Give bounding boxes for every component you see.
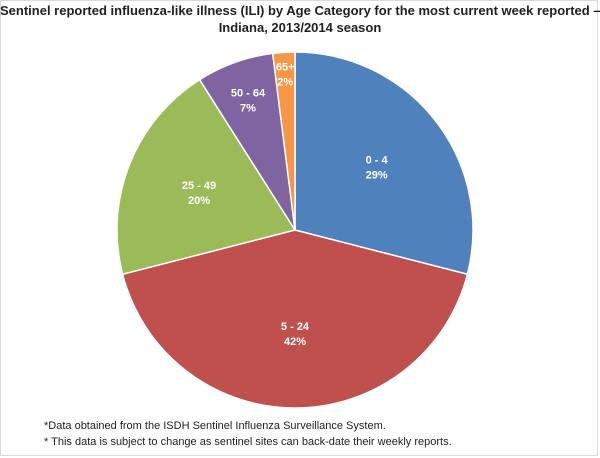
chart-title: Sentinel reported influenza-like illness… <box>0 2 600 36</box>
slice-label-5-24: 5 - 24 <box>281 321 310 333</box>
pie-slice-0-4 <box>294 51 474 276</box>
slice-value-25-49: 20% <box>188 195 210 207</box>
slice-value-5-24: 42% <box>284 336 306 348</box>
pie-slice-65 <box>271 51 296 231</box>
slice-value-50-64: 7% <box>240 102 256 114</box>
slice-label-65: 65+ <box>276 62 295 74</box>
chart-title-line-2: Indiana, 2013/2014 season <box>218 20 382 35</box>
chart-title-line-1: Sentinel reported influenza-like illness… <box>0 3 600 18</box>
slice-label-50-64: 50 - 64 <box>231 87 266 99</box>
pie-slice-25-49 <box>116 78 297 276</box>
footnotes: *Data obtained from the ISDH Sentinel In… <box>44 418 452 450</box>
slice-value-65: 2% <box>277 77 293 89</box>
pie-slice-5-24 <box>121 229 469 409</box>
footnote-source: *Data obtained from the ISDH Sentinel In… <box>44 420 386 432</box>
slice-label-0-4: 0 - 4 <box>366 155 389 167</box>
slice-value-0-4: 29% <box>366 170 388 182</box>
footnote-disclaimer: * This data is subject to change as sent… <box>44 436 452 448</box>
slice-label-25-49: 25 - 49 <box>182 180 216 192</box>
